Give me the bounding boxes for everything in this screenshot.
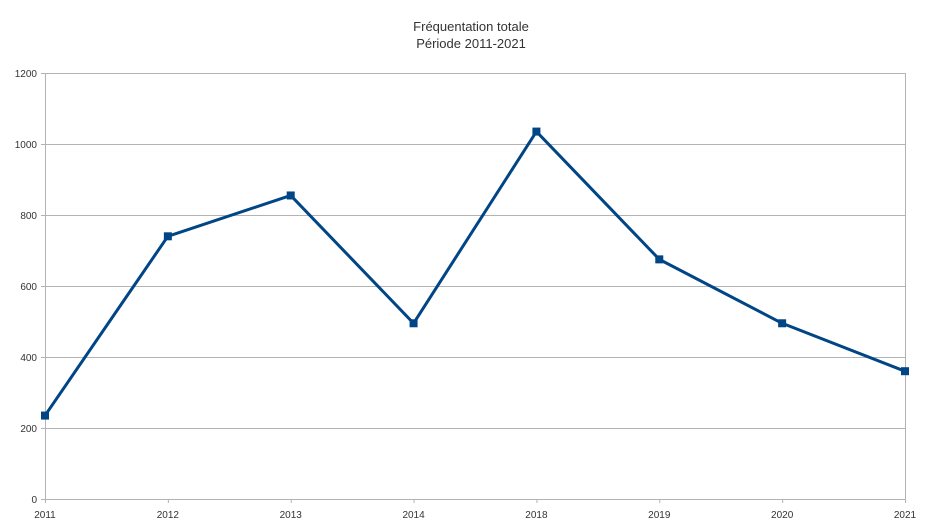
y-tick-label: 0	[31, 495, 37, 506]
x-tick-label: 2021	[894, 510, 917, 521]
data-point-marker	[532, 127, 541, 136]
chart-title: Fréquentation totale	[413, 19, 529, 34]
x-tick-label: 2014	[402, 510, 425, 521]
x-tick-label: 2011	[34, 510, 56, 521]
y-tick-label: 400	[20, 353, 37, 364]
chart-subtitle: Période 2011-2021	[416, 36, 526, 51]
series-line	[43, 130, 907, 418]
data-point-marker	[286, 191, 295, 200]
x-tick-label: 2020	[771, 510, 794, 521]
data-point-marker	[409, 319, 418, 328]
data-point-marker	[41, 411, 49, 420]
y-tick-label: 600	[20, 282, 37, 293]
data-point-marker	[778, 319, 787, 328]
x-tick-label: 2012	[157, 510, 180, 521]
x-tick-label: 2013	[280, 510, 303, 521]
data-point-marker	[163, 232, 172, 241]
y-tick-label: 200	[20, 424, 37, 435]
x-tick-label: 2018	[525, 510, 548, 521]
y-tick-label: 800	[20, 211, 37, 222]
x-tick-label: 2019	[648, 510, 671, 521]
y-tick-label: 1000	[15, 140, 38, 151]
data-point-marker	[655, 255, 664, 264]
data-point-marker	[901, 367, 909, 376]
y-tick-label: 1200	[15, 69, 38, 80]
